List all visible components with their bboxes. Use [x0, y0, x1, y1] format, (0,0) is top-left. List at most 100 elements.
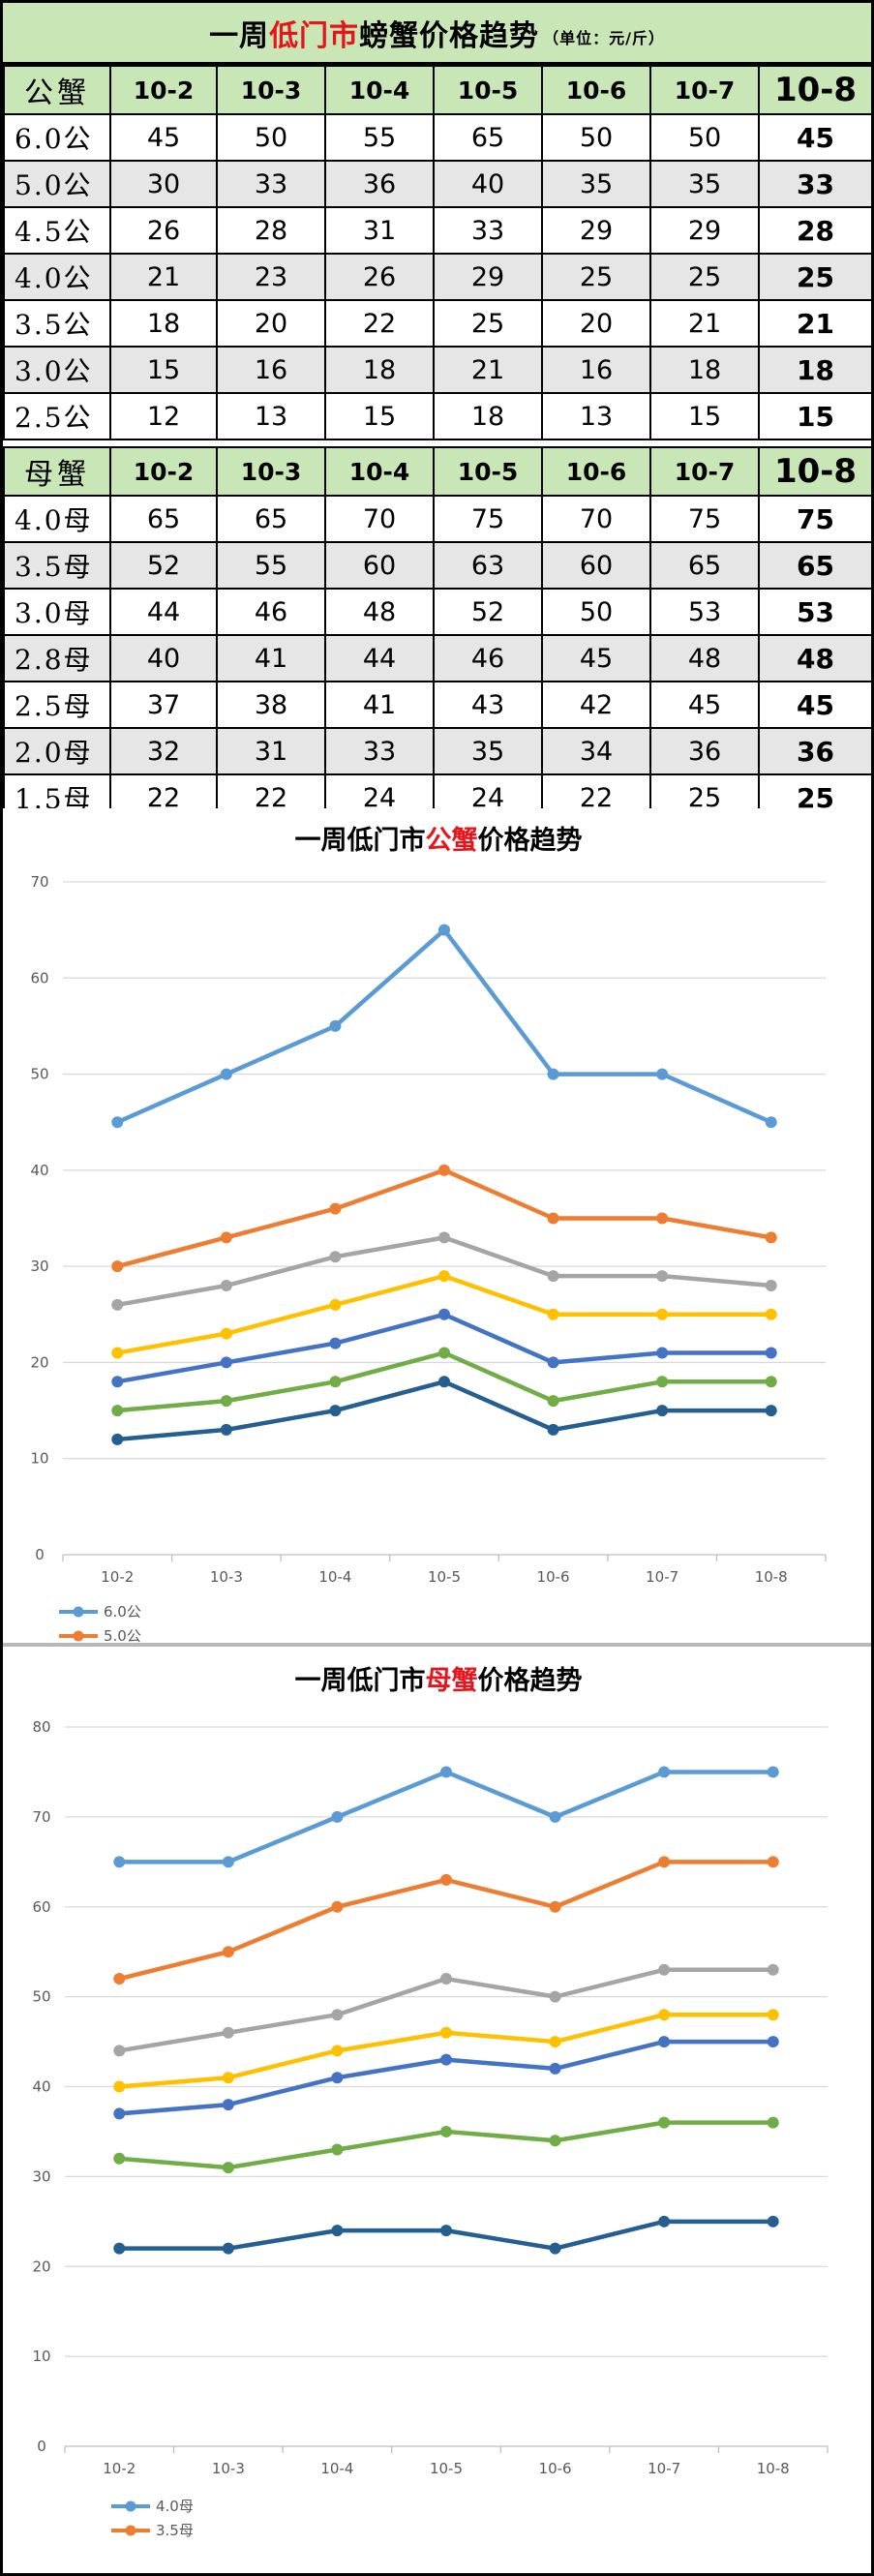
data-point — [765, 1376, 777, 1388]
female-crab-price-chart: 一周低门市母蟹价格趋势 0 10 20 30 40 50 60 70 80 10-2 10-3 10-4… — [3, 1647, 871, 2573]
price-cell: 35 — [541, 160, 651, 208]
data-point — [331, 2143, 344, 2156]
price-cell: 42 — [541, 681, 651, 729]
price-cell: 53 — [649, 588, 760, 636]
data-point — [440, 1766, 452, 1778]
price-cell: 36 — [649, 727, 760, 775]
price-cell: 18 — [433, 392, 543, 440]
price-cell: 65 — [433, 113, 543, 162]
data-point — [767, 1856, 779, 1868]
price-cell: 33 — [433, 206, 543, 255]
table-row: 4.0母 65 65 70 75 70 75 75 — [3, 495, 873, 543]
price-cell: 63 — [433, 541, 543, 590]
price-cell: 44 — [324, 634, 435, 682]
data-point — [222, 2099, 234, 2111]
price-cell: 13 — [541, 392, 651, 440]
price-cell: 26 — [324, 253, 435, 301]
data-point — [111, 1260, 124, 1273]
data-point — [222, 2242, 234, 2255]
size-label: 2.5母 — [3, 681, 111, 729]
table-row: 2.0母 32 31 33 35 34 36 36 — [3, 727, 873, 775]
data-point — [547, 1212, 559, 1225]
data-point — [658, 2036, 671, 2048]
price-cell: 75 — [649, 495, 760, 543]
size-label: 2.5公 — [3, 392, 111, 440]
data-point — [113, 2242, 126, 2255]
data-point — [765, 1308, 777, 1320]
data-point — [111, 1116, 124, 1129]
data-point — [438, 1164, 450, 1176]
table-corner-label: 母蟹 — [3, 446, 111, 497]
table-header-row: 母蟹 10-2 10-3 10-4 10-5 10-6 10-7 10-8 — [3, 446, 873, 497]
data-point — [329, 1202, 342, 1215]
y-tick-label: 20 — [30, 1353, 48, 1371]
female-crab-price-table: 母蟹 10-2 10-3 10-4 10-5 10-6 10-7 10-8 4.0母 65 65 70… — [3, 446, 873, 822]
size-label: 3.0公 — [3, 346, 111, 394]
legend-swatch-marker — [73, 1630, 84, 1642]
size-label: 4.0公 — [3, 253, 111, 301]
data-point — [329, 1405, 342, 1417]
table-row: 2.5母 37 38 41 43 42 45 45 — [3, 681, 873, 729]
series-line — [115, 1167, 773, 1269]
data-point — [329, 1337, 342, 1349]
price-cell: 18 — [758, 346, 873, 394]
price-cell: 41 — [324, 681, 435, 729]
x-tick-label: 10-5 — [430, 2460, 463, 2477]
data-point — [113, 2045, 126, 2057]
x-tick-label: 10-4 — [318, 1568, 351, 1586]
x-tick-label: 10-2 — [101, 1568, 134, 1586]
data-point — [220, 1423, 232, 1436]
data-point — [331, 2045, 344, 2057]
data-point — [440, 2026, 452, 2039]
price-cell: 50 — [541, 113, 651, 162]
price-cell: 36 — [324, 160, 435, 208]
date-header: 10-8 — [758, 446, 873, 497]
size-label: 3.5母 — [3, 541, 111, 590]
data-point — [220, 1231, 232, 1244]
price-cell: 65 — [649, 541, 760, 590]
data-point — [329, 1298, 342, 1311]
chart-title: 一周低门市母蟹价格趋势 — [295, 1665, 583, 1696]
date-header: 10-4 — [324, 446, 435, 497]
price-cell: 33 — [216, 160, 326, 208]
data-point — [113, 2152, 126, 2165]
data-point — [765, 1347, 777, 1359]
x-tick-label: 10-8 — [755, 1568, 788, 1586]
y-tick-label: 10 — [30, 1450, 48, 1468]
data-point — [440, 1973, 452, 1985]
data-point — [656, 1376, 669, 1388]
data-point — [547, 1395, 559, 1408]
price-cell: 31 — [216, 727, 326, 775]
data-point — [329, 1019, 342, 1032]
data-point — [656, 1347, 669, 1359]
price-cell: 12 — [109, 392, 218, 440]
data-point — [220, 1068, 232, 1080]
price-cell: 35 — [649, 160, 760, 208]
price-cell: 20 — [216, 299, 326, 348]
price-cell: 35 — [433, 727, 543, 775]
male-crab-price-table: 公蟹 10-2 10-3 10-4 10-5 10-6 10-7 10-8 6.0公 45 50 55… — [3, 65, 873, 440]
size-label: 3.0母 — [3, 588, 111, 636]
price-cell: 25 — [433, 299, 543, 348]
price-cell: 13 — [216, 392, 326, 440]
price-cell: 16 — [541, 346, 651, 394]
price-cell: 30 — [109, 160, 218, 208]
table-row: 5.0公 30 33 36 40 35 35 33 — [3, 160, 873, 208]
data-point — [222, 2026, 234, 2039]
chart-title-prefix: 一周低门市 — [295, 825, 426, 856]
data-point — [331, 1900, 344, 1913]
price-cell: 26 — [109, 206, 218, 255]
y-tick-label: 40 — [30, 1162, 48, 1179]
price-cell: 70 — [541, 495, 651, 543]
x-tick-label: 10-6 — [537, 1568, 570, 1586]
data-point — [767, 2215, 779, 2227]
table-row: 4.5公 26 28 31 33 29 29 28 — [3, 206, 873, 255]
data-point — [438, 1347, 450, 1359]
data-point — [222, 1856, 234, 1868]
data-point — [658, 2215, 671, 2227]
price-cell: 29 — [433, 253, 543, 301]
data-point — [656, 1212, 669, 1225]
data-point — [656, 1068, 669, 1080]
data-point — [331, 2225, 344, 2237]
